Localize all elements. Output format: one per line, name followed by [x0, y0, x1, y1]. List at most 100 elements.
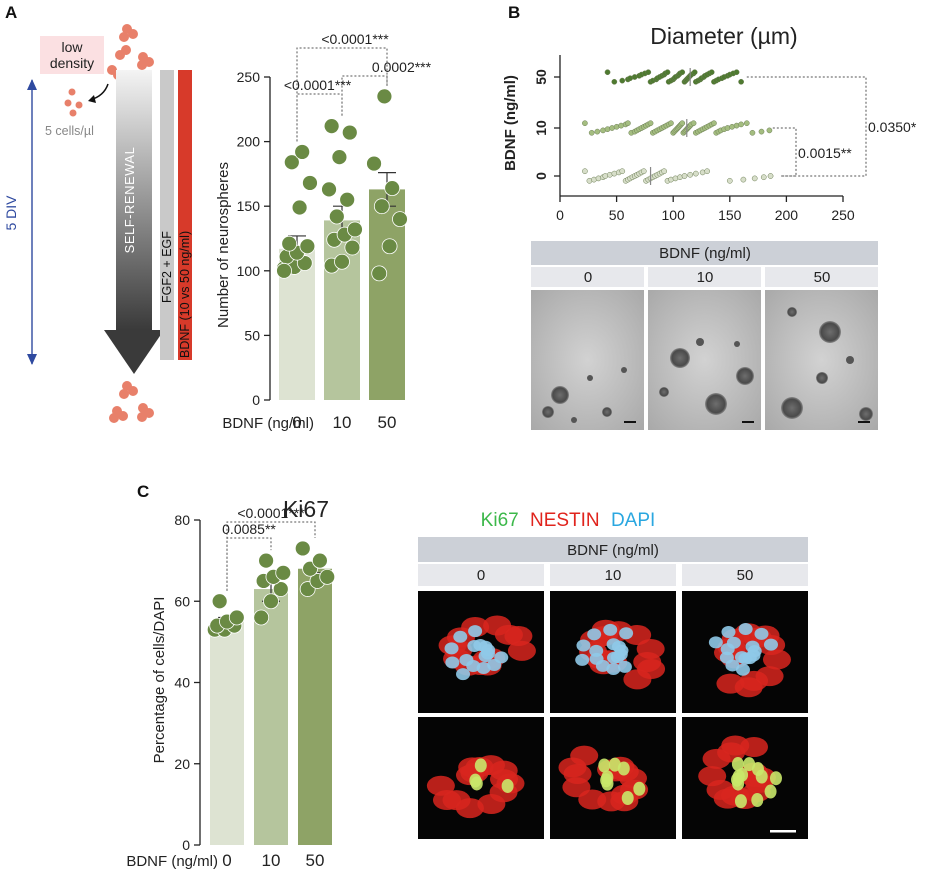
neurospheres-data-point: [347, 221, 363, 238]
diameter-data-point: [588, 129, 595, 136]
neurospheres-data-point: [376, 88, 393, 105]
diameter-data-point: [582, 168, 588, 175]
low-density-box: [40, 36, 104, 74]
ki67-data-point: [228, 609, 245, 626]
diameter-p-value: 0.0015**: [798, 145, 852, 161]
dapi-nucleus: [754, 627, 769, 640]
fluorescence-tile: [550, 591, 676, 713]
low-density-label-1: low: [61, 39, 83, 55]
diameter-x-tick-label: 100: [662, 207, 686, 223]
ki67-y-axis-label: Percentage of cells/DAPI: [151, 597, 168, 764]
diameter-data-point: [740, 176, 747, 183]
ki67-data-point: [253, 609, 270, 626]
dapi-nucleus: [444, 642, 459, 655]
neurospheres-data-point: [281, 235, 298, 252]
ki67-category-label: 0: [222, 851, 231, 870]
dapi-nucleus: [603, 623, 618, 636]
nestin-signal: [702, 748, 731, 769]
dapi-nucleus: [606, 638, 621, 651]
ki67-x-axis-label: BDNF (ng/ml): [126, 853, 218, 870]
ki67-nucleus: [769, 771, 782, 786]
neurospheres-p-value: <0.0001***: [321, 31, 389, 47]
ki67-data-point: [272, 581, 289, 597]
ki67-data-point: [275, 564, 292, 581]
ki67-data-point: [263, 593, 279, 610]
diameter-data-point: [692, 170, 699, 177]
brightfield-col-label-0: 0: [584, 269, 592, 286]
dapi-nucleus: [445, 656, 460, 669]
neurospheres-data-point: [339, 191, 356, 208]
neurospheres-data-point: [328, 208, 345, 225]
neurospheres-y-tick-label: 50: [244, 327, 260, 343]
neurospheres-category-label: 50: [378, 413, 397, 432]
neurospheres-category-label: 0: [292, 413, 301, 432]
neurospheres-y-tick-label: 250: [237, 69, 261, 85]
nestin-signal: [721, 735, 750, 756]
diameter-x-tick-label: 150: [718, 207, 742, 223]
dilution-arrowhead: [88, 95, 96, 103]
dapi-nucleus: [575, 653, 590, 666]
ki67-data-point: [294, 540, 311, 557]
diameter-category-label: 10: [533, 120, 549, 136]
brightfield-image-0: [531, 290, 644, 430]
fluorescence-col-header-0: [418, 564, 544, 586]
neurospheres-data-point: [283, 154, 300, 171]
brightfield-col-label-10: 10: [697, 269, 714, 286]
dapi-nucleus: [745, 640, 760, 653]
diameter-data-point: [767, 173, 774, 179]
nestin-signal: [455, 798, 484, 819]
neurospheres-data-point: [392, 211, 408, 228]
ki67-nucleus: [764, 784, 777, 799]
fluorescence-tile: [682, 717, 808, 839]
ki67-data-point: [211, 593, 228, 610]
dapi-nucleus: [494, 651, 509, 664]
ki67-p-value: <0.0001***: [237, 505, 305, 521]
brightfield-col-label-50: 50: [814, 269, 831, 286]
neurospheres-data-point: [299, 238, 316, 255]
ki67-category-label: 50: [306, 851, 325, 870]
fluorescence-micrographs: Ki67 NESTIN DAPI BDNF (ng/ml) 0 10 50: [418, 510, 808, 839]
neurospheres-significance-bracket: [296, 93, 343, 142]
nestin-signal: [713, 788, 742, 809]
brightfield-image-10: [648, 290, 761, 430]
fgf-egf-label: FGF2 + EGF: [160, 231, 174, 303]
ki67-nucleus: [598, 758, 611, 773]
diameter-significance-bracket: [746, 76, 867, 177]
diameter-data-point: [647, 120, 654, 127]
fluorescence-col-label-10: 10: [605, 567, 622, 584]
neurospheres-data-point: [384, 180, 401, 197]
diameter-data-point: [681, 173, 688, 179]
ki67-nucleus: [474, 758, 487, 773]
sparse-cells: [64, 88, 83, 117]
neurospheres-data-point: [291, 199, 308, 216]
diameter-data-point: [749, 129, 756, 136]
nestin-signal: [504, 626, 533, 647]
neurospheres-data-point: [323, 118, 340, 134]
ki67-y-tick-label: 0: [182, 837, 190, 853]
ki67-nucleus: [601, 776, 614, 791]
panel-label-a: A: [5, 3, 17, 22]
diameter-data-point: [645, 69, 652, 76]
neurospheres-data-point: [344, 239, 361, 256]
diameter-category-label: 0: [533, 172, 549, 180]
dapi-nucleus: [576, 639, 591, 652]
diameter-data-point: [604, 69, 611, 76]
brightfield-col-header-10: [648, 267, 761, 287]
fluorescence-header-bar: [418, 537, 808, 562]
neurospheres-x-axis-label: BDNF (ng/ml): [222, 415, 314, 432]
stain-nestin-label: NESTIN: [530, 510, 600, 531]
neurospheres-p-value: 0.0002***: [372, 59, 432, 75]
neurospheres-data-point: [334, 253, 350, 270]
dapi-nucleus: [476, 662, 491, 675]
dapi-nucleus: [595, 659, 610, 672]
diameter-data-point: [661, 168, 667, 175]
dapi-nucleus: [738, 623, 753, 636]
fluorescence-tile: [550, 717, 676, 839]
stain-ki67-label: Ki67: [481, 510, 519, 531]
ki67-data-point: [319, 568, 336, 585]
nestin-signal: [637, 659, 666, 680]
diameter-data-point: [738, 78, 744, 85]
neurospheres-y-tick-label: 100: [237, 263, 261, 279]
nestin-signal: [558, 757, 587, 778]
diameter-y-axis-label: BDNF (ng/ml): [502, 75, 519, 171]
